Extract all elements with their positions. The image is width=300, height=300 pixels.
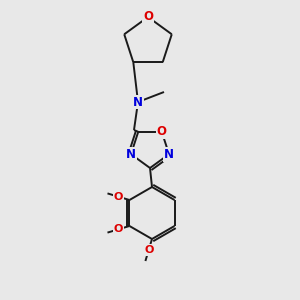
Text: O: O — [144, 245, 153, 255]
Text: O: O — [114, 224, 123, 234]
Text: N: N — [133, 95, 143, 109]
Text: N: N — [164, 148, 174, 161]
Text: O: O — [157, 125, 167, 138]
Text: O: O — [143, 11, 153, 23]
Text: O: O — [114, 192, 123, 202]
Text: N: N — [126, 148, 136, 161]
